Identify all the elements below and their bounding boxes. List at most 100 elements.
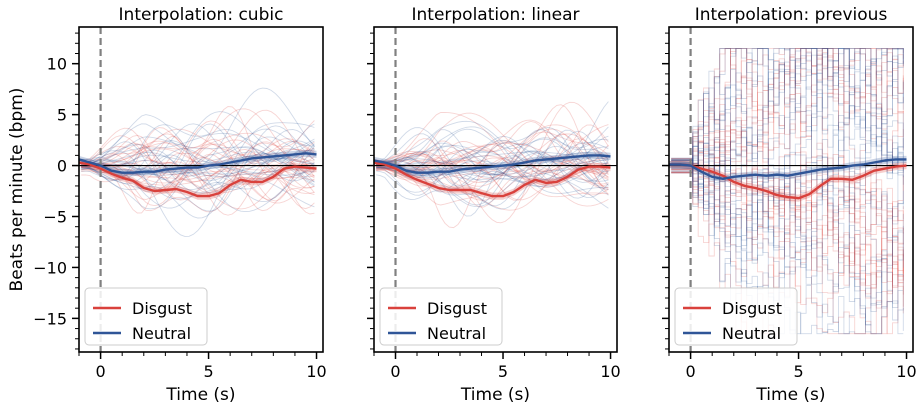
individual-trace bbox=[81, 136, 315, 187]
individual-trace bbox=[671, 158, 904, 316]
individual-trace bbox=[671, 160, 904, 335]
legend-label-disgust: Disgust bbox=[132, 299, 192, 318]
individual-trace bbox=[671, 130, 904, 235]
individual-trace bbox=[671, 163, 904, 294]
individual-trace bbox=[376, 139, 609, 196]
plot-area bbox=[374, 27, 617, 352]
individual-trace bbox=[671, 47, 904, 178]
x-tick-label: 5 bbox=[203, 362, 213, 381]
individual-trace bbox=[671, 47, 904, 178]
individual-trace bbox=[81, 123, 315, 208]
individual-trace bbox=[81, 135, 315, 202]
individual-trace bbox=[81, 109, 315, 178]
individual-trace bbox=[671, 130, 904, 202]
panel-cubic: 0 5 10 −15 −10 −5 0 5 10 Interpolation: cubic Time… bbox=[7, 5, 327, 405]
individual-trace bbox=[376, 126, 609, 193]
individual-trace bbox=[376, 127, 609, 207]
individual-trace bbox=[671, 93, 904, 289]
x-tick-label: 10 bbox=[306, 362, 326, 381]
individual-trace bbox=[376, 144, 609, 183]
mean-line-disgust bbox=[669, 163, 907, 200]
individual-trace bbox=[671, 47, 904, 295]
individual-trace bbox=[81, 138, 315, 200]
individual-trace bbox=[671, 47, 904, 181]
individual-trace bbox=[671, 47, 904, 209]
individual-trace bbox=[81, 151, 315, 209]
individual-trace bbox=[81, 140, 315, 191]
legend-box bbox=[84, 287, 208, 346]
axes-frame bbox=[668, 26, 914, 353]
x-tick-label: 0 bbox=[390, 362, 400, 381]
individual-trace bbox=[376, 131, 609, 206]
individual-trace bbox=[671, 47, 904, 190]
individual-trace bbox=[81, 134, 315, 215]
y-axis-label: Beats per minute (bpm) bbox=[7, 88, 27, 292]
individual-trace bbox=[81, 141, 315, 193]
individual-trace bbox=[81, 135, 315, 216]
individual-trace bbox=[376, 126, 609, 194]
legend-label-neutral: Neutral bbox=[722, 324, 781, 343]
individual-trace bbox=[671, 120, 904, 265]
individual-trace bbox=[81, 108, 315, 200]
individual-trace bbox=[376, 112, 609, 207]
individual-trace bbox=[376, 135, 609, 210]
individual-trace bbox=[81, 127, 315, 204]
legend: Disgust Neutral bbox=[674, 287, 798, 346]
individual-trace bbox=[671, 47, 904, 168]
individual-trace bbox=[81, 125, 315, 212]
individual-trace bbox=[376, 143, 609, 199]
individual-trace bbox=[376, 145, 609, 190]
individual-trace bbox=[671, 47, 904, 205]
x-tick-label: 0 bbox=[685, 362, 695, 381]
individual-trace bbox=[81, 160, 315, 200]
y-tick-label: 10 bbox=[47, 55, 67, 74]
individual-trace bbox=[671, 47, 904, 185]
individual-trace bbox=[376, 127, 609, 187]
mean-line-neutral bbox=[669, 158, 907, 180]
legend: Disgust Neutral bbox=[379, 287, 503, 346]
individual-trace bbox=[671, 130, 904, 288]
trace-group-neutral bbox=[671, 47, 904, 335]
individual-trace bbox=[671, 110, 904, 220]
y-tick-label: −15 bbox=[33, 309, 67, 328]
individual-trace bbox=[376, 128, 609, 195]
panel-title: Interpolation: cubic bbox=[119, 5, 284, 25]
individual-trace bbox=[671, 98, 904, 178]
individual-trace bbox=[376, 142, 609, 190]
individual-trace bbox=[376, 153, 609, 196]
individual-trace bbox=[376, 142, 609, 189]
individual-trace bbox=[376, 129, 609, 193]
plot-area bbox=[669, 27, 913, 352]
individual-trace bbox=[376, 138, 609, 179]
individual-trace bbox=[376, 149, 609, 182]
individual-trace bbox=[671, 136, 904, 225]
individual-trace bbox=[376, 129, 609, 217]
individual-trace bbox=[81, 132, 315, 193]
legend: Disgust Neutral bbox=[84, 287, 208, 346]
individual-trace bbox=[671, 47, 904, 182]
individual-trace bbox=[376, 142, 609, 180]
individual-trace bbox=[81, 158, 315, 176]
panel-linear: 0 5 10 Interpolation: linear Time (s) Disgust… bbox=[367, 5, 621, 405]
individual-trace bbox=[376, 143, 609, 179]
individual-trace bbox=[671, 168, 904, 292]
plot-area bbox=[79, 27, 323, 352]
mean-line-neutral bbox=[79, 152, 317, 174]
individual-trace bbox=[671, 104, 904, 335]
individual-trace bbox=[671, 47, 904, 307]
individual-trace bbox=[671, 47, 904, 251]
individual-trace bbox=[376, 156, 609, 175]
confidence-band-neutral bbox=[79, 149, 317, 177]
individual-trace bbox=[81, 142, 315, 210]
individual-trace bbox=[671, 47, 904, 189]
legend-label-neutral: Neutral bbox=[132, 324, 191, 343]
individual-trace bbox=[671, 141, 904, 314]
y-tick-label: −5 bbox=[43, 207, 67, 226]
x-axis-label: Time (s) bbox=[460, 385, 530, 405]
individual-trace bbox=[671, 149, 904, 314]
individual-trace bbox=[81, 132, 315, 165]
individual-trace bbox=[376, 152, 609, 208]
y-tick-label: −10 bbox=[33, 258, 67, 277]
individual-trace bbox=[81, 111, 315, 189]
